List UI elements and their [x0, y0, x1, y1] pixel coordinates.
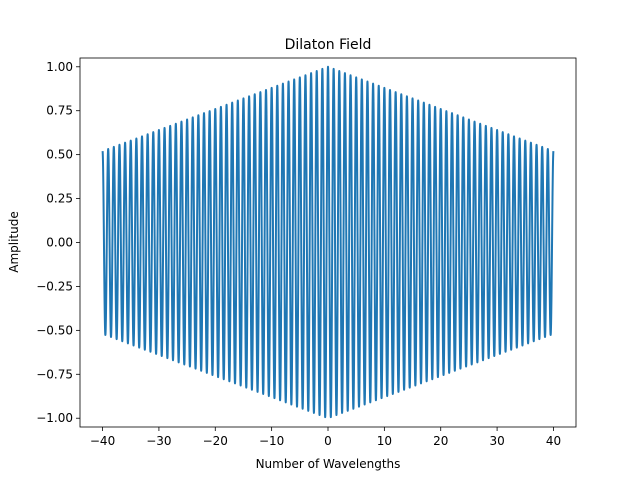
x-tick-label: −40 — [90, 434, 115, 448]
x-tick-label: 0 — [324, 434, 332, 448]
y-tick-label: 0.25 — [46, 192, 73, 206]
x-tick-label: −30 — [146, 434, 171, 448]
x-tick-label: 40 — [546, 434, 561, 448]
x-tick-label: −20 — [203, 434, 228, 448]
y-tick-label: −1.00 — [36, 411, 73, 425]
x-tick-label: 10 — [377, 434, 392, 448]
y-tick-label: −0.75 — [36, 367, 73, 381]
axes-frame — [79, 57, 577, 428]
chart-title: Dilaton Field — [285, 37, 372, 53]
x-axis-ticks: −40 −30 −20 −10 0 10 20 30 40 — [90, 427, 561, 448]
y-tick-label: 1.00 — [46, 60, 73, 74]
plot-area — [101, 65, 555, 419]
y-tick-label: −0.25 — [36, 279, 73, 293]
y-tick-label: 0.50 — [46, 148, 73, 162]
y-axis-ticks: −1.00 −0.75 −0.50 −0.25 0.00 0.25 0.50 0.75 1.00 — [36, 60, 80, 425]
y-tick-label: −0.50 — [36, 323, 73, 337]
y-tick-label: 0.00 — [46, 236, 73, 250]
x-tick-label: −10 — [259, 434, 284, 448]
y-axis-label: Amplitude — [7, 211, 21, 273]
series-line — [101, 65, 555, 419]
x-tick-label: 20 — [433, 434, 448, 448]
y-tick-label: 0.75 — [46, 104, 73, 118]
x-axis-label: Number of Wavelengths — [256, 457, 401, 471]
x-tick-label: 30 — [489, 434, 504, 448]
